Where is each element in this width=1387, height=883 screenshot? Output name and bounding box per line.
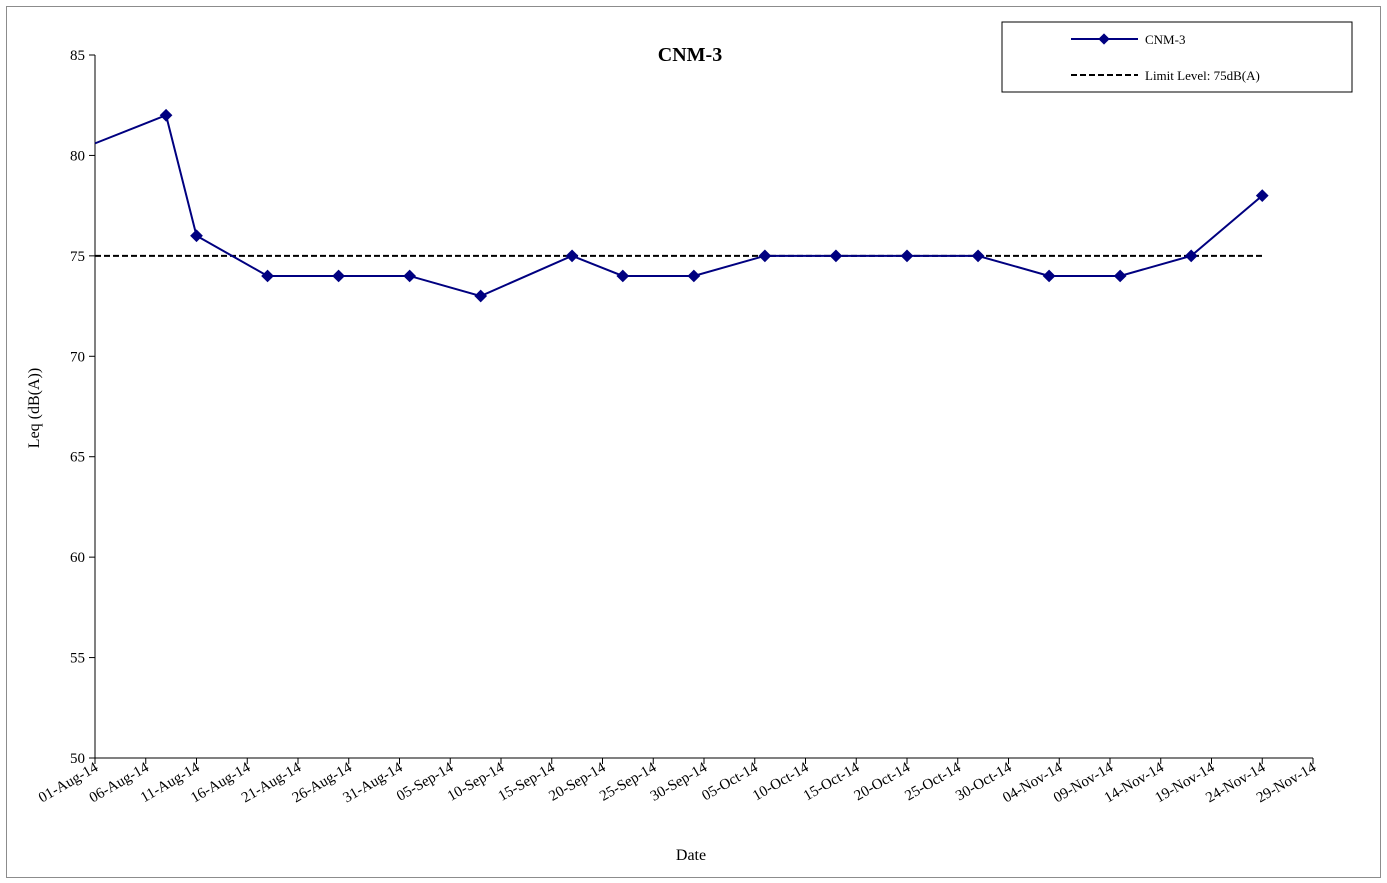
- data-point-marker: [616, 269, 630, 283]
- x-tick-label: 30-Sep-14: [648, 759, 711, 804]
- data-point-marker: [474, 289, 488, 303]
- x-tick-label: 10-Oct-14: [750, 759, 812, 804]
- y-tick-label: 80: [70, 148, 85, 164]
- chart-frame: [6, 6, 1381, 878]
- y-tick-label: 70: [70, 349, 85, 365]
- y-tick-label: 85: [70, 48, 85, 64]
- y-tick-label: 75: [70, 249, 85, 265]
- series-line-cnm-3: [94, 113, 1263, 298]
- y-tick-label: 65: [70, 450, 85, 466]
- legend-series-marker: [1098, 33, 1110, 45]
- data-point-marker: [190, 229, 203, 243]
- y-axis-title: Leq (dB(A)): [26, 368, 43, 448]
- legend-series-label: CNM-3: [1145, 32, 1185, 47]
- series-layer: [94, 108, 1269, 303]
- data-point-marker: [565, 249, 579, 263]
- x-axis: 01-Aug-1406-Aug-1411-Aug-1416-Aug-1421-A…: [36, 757, 1319, 806]
- x-tick-label: 05-Oct-14: [699, 759, 761, 804]
- data-point-marker: [758, 249, 772, 263]
- chart-title: CNM-3: [658, 44, 722, 66]
- x-tick-label: 05-Sep-14: [394, 759, 457, 804]
- x-tick-label: 15-Oct-14: [801, 759, 863, 804]
- y-tick-label: 60: [70, 550, 85, 566]
- data-point-marker: [900, 249, 914, 263]
- data-point-marker: [829, 249, 843, 263]
- x-tick-label: 25-Sep-14: [597, 759, 660, 804]
- x-tick-label: 10-Sep-14: [445, 759, 508, 804]
- y-axis: 50 55 60 65 70 75 80 85: [70, 48, 96, 767]
- legend: CNM-3 Limit Level: 75dB(A): [1001, 21, 1353, 93]
- data-point-marker: [403, 269, 417, 283]
- x-tick-label: 15-Sep-14: [496, 759, 559, 804]
- data-point-marker: [971, 249, 985, 263]
- data-point-marker: [1042, 269, 1056, 283]
- data-point-marker: [159, 108, 173, 122]
- y-tick-label: 55: [70, 651, 85, 667]
- data-point-marker: [687, 269, 701, 283]
- x-tick-label: 20-Oct-14: [852, 759, 914, 804]
- data-point-marker: [261, 269, 274, 283]
- x-tick-label: 20-Sep-14: [546, 759, 609, 804]
- legend-limit-label: Limit Level: 75dB(A): [1145, 68, 1260, 83]
- data-point-marker: [1113, 269, 1127, 283]
- data-point-marker: [332, 269, 345, 283]
- x-tick-label: 25-Oct-14: [902, 759, 964, 804]
- x-axis-title: Date: [676, 847, 706, 864]
- legend-box: [1001, 21, 1353, 93]
- y-tick-label: 50: [70, 751, 85, 767]
